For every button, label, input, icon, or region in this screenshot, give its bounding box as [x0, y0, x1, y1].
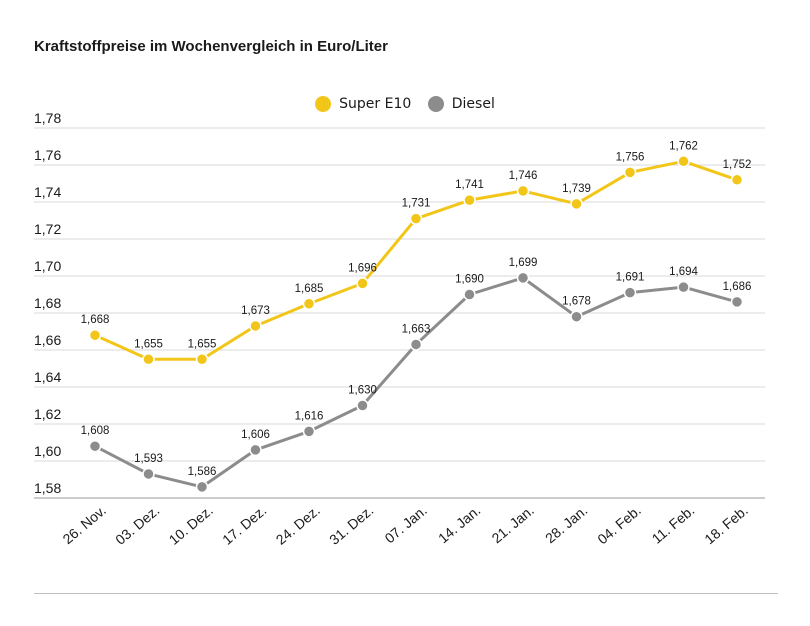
x-tick-label: 11. Feb. [649, 502, 698, 547]
data-label-diesel: 1,593 [134, 453, 163, 465]
data-label-super: 1,685 [295, 283, 324, 295]
data-label-diesel: 1,630 [348, 385, 377, 397]
data-label-diesel: 1,694 [669, 266, 698, 278]
data-point-super [356, 277, 369, 290]
legend: Super E10 Diesel [0, 96, 810, 116]
y-tick-label: 1,72 [34, 221, 61, 237]
data-label-diesel: 1,678 [562, 296, 591, 308]
data-point-super [730, 173, 744, 187]
data-label-super: 1,673 [241, 305, 270, 317]
data-label-super: 1,655 [188, 338, 217, 350]
x-tick-label: 07. Jan. [381, 502, 429, 546]
data-label-super: 1,762 [669, 140, 698, 152]
data-label-diesel: 1,686 [723, 281, 752, 293]
data-point-diesel [142, 467, 155, 481]
data-point-super [570, 197, 583, 211]
data-point-super [677, 155, 690, 168]
y-tick-label: 1,76 [34, 147, 61, 163]
legend-marker-diesel [427, 96, 444, 112]
y-tick-label: 1,64 [34, 369, 61, 385]
y-tick-label: 1,58 [34, 480, 61, 496]
data-label-diesel: 1,586 [188, 466, 217, 478]
data-label-diesel: 1,606 [241, 429, 270, 441]
y-tick-label: 1,70 [34, 258, 61, 274]
x-tick-label: 24. Dez. [273, 502, 323, 548]
data-label-super: 1,696 [348, 262, 377, 274]
x-tick-label: 31. Dez. [326, 502, 376, 548]
x-tick-label: 17. Dez. [219, 502, 269, 548]
y-tick-label: 1,68 [34, 295, 61, 311]
data-point-super [623, 166, 637, 179]
data-label-super: 1,668 [81, 314, 110, 326]
data-label-diesel: 1,691 [616, 272, 645, 284]
legend-marker-super [315, 96, 332, 112]
data-label-super: 1,655 [134, 338, 163, 350]
x-tick-label: 04. Feb. [594, 502, 644, 547]
data-point-diesel [623, 286, 637, 299]
data-point-diesel [195, 480, 209, 494]
data-label-super: 1,756 [616, 151, 645, 163]
data-point-super [409, 212, 423, 225]
data-label-diesel: 1,699 [509, 257, 538, 269]
data-point-super [195, 353, 209, 366]
data-point-super [463, 193, 476, 207]
data-label-diesel: 1,663 [402, 323, 431, 335]
data-point-diesel [409, 338, 423, 351]
series-line-diesel [94, 276, 738, 489]
data-point-diesel [516, 271, 530, 285]
data-point-diesel [88, 439, 102, 453]
chart-title: Kraftstoffpreise im Wochenvergleich in E… [34, 38, 388, 55]
legend-label-diesel: Diesel [451, 96, 495, 112]
data-point-diesel [730, 295, 744, 309]
data-label-super: 1,731 [402, 198, 431, 210]
legend-item-super: Super E10 [315, 96, 411, 112]
y-tick-label: 1,62 [34, 406, 61, 422]
x-tick-label: 28. Jan. [542, 502, 590, 546]
data-label-diesel: 1,616 [295, 410, 324, 422]
data-point-super [516, 184, 530, 198]
data-point-diesel [463, 288, 476, 301]
legend-label-super: Super E10 [339, 96, 412, 112]
data-point-diesel [302, 425, 316, 438]
data-label-diesel: 1,608 [81, 425, 110, 437]
y-tick-label: 1,60 [34, 443, 61, 459]
x-tick-label: 18. Feb. [701, 502, 751, 547]
data-label-super: 1,752 [723, 159, 752, 171]
x-tick-label: 26. Nov. [59, 502, 108, 547]
x-tick-label: 14. Jan. [435, 502, 483, 546]
bottom-divider [34, 593, 778, 594]
data-label-super: 1,746 [509, 170, 538, 182]
y-tick-label: 1,78 [34, 110, 61, 126]
data-point-diesel [570, 310, 583, 323]
data-point-diesel [356, 399, 369, 412]
y-tick-label: 1,66 [34, 332, 61, 348]
data-label-super: 1,741 [455, 179, 484, 191]
data-point-super [302, 297, 316, 310]
data-point-super [142, 353, 155, 366]
x-tick-label: 10. Dez. [166, 502, 216, 548]
data-label-diesel: 1,690 [455, 274, 484, 286]
x-tick-label: 03. Dez. [112, 502, 162, 548]
data-point-diesel [677, 280, 690, 294]
data-point-diesel [249, 443, 262, 457]
data-label-super: 1,739 [562, 183, 591, 195]
data-point-super [249, 319, 262, 333]
legend-item-diesel: Diesel [427, 96, 495, 112]
data-point-super [88, 328, 102, 342]
x-tick-label: 21. Jan. [488, 502, 536, 546]
y-tick-label: 1,74 [34, 184, 61, 200]
